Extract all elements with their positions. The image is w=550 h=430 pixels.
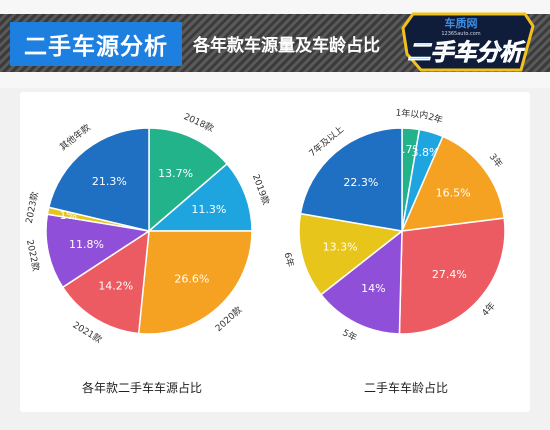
logo: 车质网 12365auto.com 二手车分析 xyxy=(401,12,535,72)
pie-slice xyxy=(400,135,506,232)
slice-value-label: 27.4% xyxy=(432,268,467,281)
pie-slice xyxy=(299,127,403,232)
pie-chart-vehicle-age: 2.7%1年以内3.8%2年16.5%3年27.4%4年14%5年13.3%6年… xyxy=(281,107,506,344)
slice-value-label: 3.8% xyxy=(412,146,440,159)
pie-slice xyxy=(47,127,150,232)
page-title: 二手车源分析 xyxy=(10,22,182,66)
slice-value-label: 22.3% xyxy=(343,176,378,189)
pie-chart-model-year: 13.7%2018款11.3%2019款26.6%2020款14.2%2021款… xyxy=(23,110,272,346)
logo-main-text: 二手车分析 xyxy=(408,40,526,66)
slice-value-label: 14.2% xyxy=(98,280,133,293)
page-subtitle: 各年款车源量及车龄占比 xyxy=(193,36,380,56)
slice-category-label: 2018款 xyxy=(182,110,216,134)
pie-slice xyxy=(398,217,506,335)
slice-category-label: 1年以内 xyxy=(395,107,429,122)
slice-value-label: 13.7% xyxy=(158,167,193,180)
chart-caption-vehicle-age: 二手车车龄占比 xyxy=(364,381,449,395)
slice-value-label: 16.5% xyxy=(436,187,471,200)
slice-value-label: 21.3% xyxy=(92,175,127,188)
slice-value-label: 26.6% xyxy=(174,272,209,285)
pie-slice xyxy=(146,162,253,232)
logo-site: 12365auto.com xyxy=(441,31,480,37)
pie-slice xyxy=(137,230,253,335)
logo-badge-shape xyxy=(401,12,535,72)
slice-category-label: 2021款 xyxy=(71,319,104,346)
slice-category-label: 5年 xyxy=(340,326,359,343)
slice-category-label: 3年 xyxy=(487,151,505,170)
chart-caption-model-year: 各年款二手车车源占比 xyxy=(82,381,203,395)
slice-category-label: 2019款 xyxy=(250,172,272,206)
pie-slice xyxy=(61,229,150,335)
pie-slice xyxy=(298,212,404,296)
pie-slice xyxy=(148,127,229,233)
slice-category-label: 6年 xyxy=(281,251,296,268)
slice-category-label: 4年 xyxy=(479,300,498,319)
slice-value-label: 11.8% xyxy=(69,238,104,251)
logo-brand: 车质网 xyxy=(445,16,478,30)
slice-value-label: 11.3% xyxy=(191,203,226,216)
pie-slice xyxy=(319,229,403,335)
header-bar: 二手车源分析 各年款车源量及车龄占比 车质网 12365auto.com 二手车… xyxy=(0,0,550,88)
slice-value-label: 14% xyxy=(361,282,385,295)
slice-category-label: 2022款 xyxy=(24,239,42,273)
slice-category-label: 2023款 xyxy=(23,191,41,225)
slice-value-label: 13.3% xyxy=(323,241,358,254)
pie-slice xyxy=(45,213,152,289)
slice-category-label: 2年 xyxy=(427,111,445,127)
